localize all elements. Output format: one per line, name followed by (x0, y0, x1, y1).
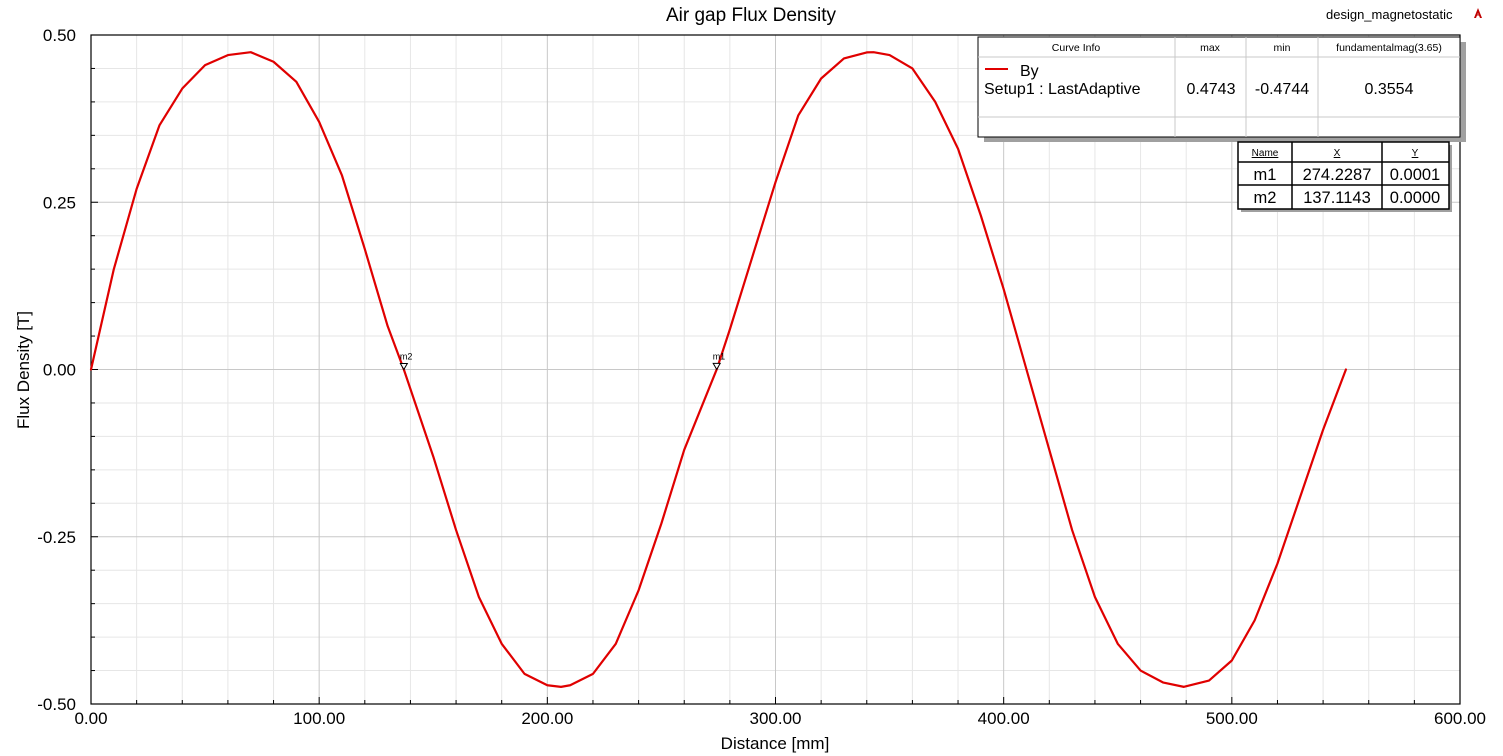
marker-row-y: 0.0001 (1390, 166, 1440, 184)
chart-title: Air gap Flux Density (666, 5, 837, 26)
marker-row-x: 274.2287 (1303, 166, 1372, 184)
y-tick-label: -0.25 (37, 528, 76, 547)
design-name: design_magnetostatic (1326, 7, 1453, 22)
marker-label: m1 (713, 351, 726, 361)
marker-table-panel (1237, 141, 1450, 210)
curve-info-legend[interactable]: Curve Info max min fundamentalmag(3.65) … (977, 36, 1466, 142)
marker-header-x: X (1334, 148, 1341, 159)
x-tick-label: 600.00 (1434, 709, 1486, 728)
marker-m2[interactable]: m2 (399, 352, 413, 371)
marker-row-name: m1 (1254, 166, 1277, 184)
marker-header-name: Name (1252, 148, 1279, 159)
legend-min-value: -0.4744 (1255, 81, 1309, 98)
series-line-By[interactable] (89, 51, 1348, 688)
marker-layer: m1 m2 (399, 351, 726, 371)
major-grid (91, 35, 1460, 704)
marker-label: m2 (400, 352, 413, 362)
y-tick-label: -0.50 (37, 695, 76, 714)
legend-header-fundamental: fundamentalmag(3.65) (1336, 42, 1442, 54)
y-tick-label: 0.25 (43, 193, 76, 212)
marker-table[interactable]: Name X Y m1 274.2287 0.0001 m2 137.1143 … (1237, 141, 1452, 212)
y-tick-label: 0.00 (43, 361, 76, 380)
x-tick-labels: 0.00 100.00 200.00 300.00 400.00 500.00 600.00 (74, 709, 1486, 728)
x-tick-label: 500.00 (1206, 709, 1258, 728)
marker-row-name: m2 (1254, 189, 1277, 207)
marker-triangle-icon (399, 363, 409, 371)
axis-ticks (90, 34, 1461, 705)
x-tick-label: 200.00 (521, 709, 573, 728)
x-tick-label: 0.00 (74, 709, 107, 728)
legend-setup-name: Setup1 : LastAdaptive (984, 81, 1141, 98)
y-axis-label: Flux Density [T] (14, 311, 33, 429)
x-axis-label: Distance [mm] (721, 734, 830, 753)
legend-header-min: min (1274, 42, 1291, 54)
x-tick-label: 400.00 (978, 709, 1030, 728)
marker-triangle-icon (712, 362, 722, 371)
y-tick-label: 0.50 (43, 26, 76, 45)
marker-row-x: 137.1143 (1303, 189, 1371, 207)
marker-header-y: Y (1412, 148, 1419, 159)
legend-max-value: 0.4743 (1187, 81, 1236, 98)
legend-fundamental-value: 0.3554 (1365, 81, 1414, 98)
marker-row-y: 0.0000 (1390, 189, 1440, 207)
ansys-logo-icon (1474, 8, 1482, 18)
series-layer (89, 51, 1348, 688)
legend-panel (977, 36, 1461, 138)
x-tick-label: 300.00 (750, 709, 802, 728)
legend-header-curve-info: Curve Info (1052, 42, 1101, 54)
legend-header-max: max (1200, 42, 1221, 54)
y-tick-labels: -0.50 -0.25 0.00 0.25 0.50 (37, 26, 76, 714)
legend-trace-name: By (1020, 63, 1039, 80)
x-tick-label: 100.00 (293, 709, 345, 728)
marker-m1[interactable]: m1 (712, 351, 726, 371)
